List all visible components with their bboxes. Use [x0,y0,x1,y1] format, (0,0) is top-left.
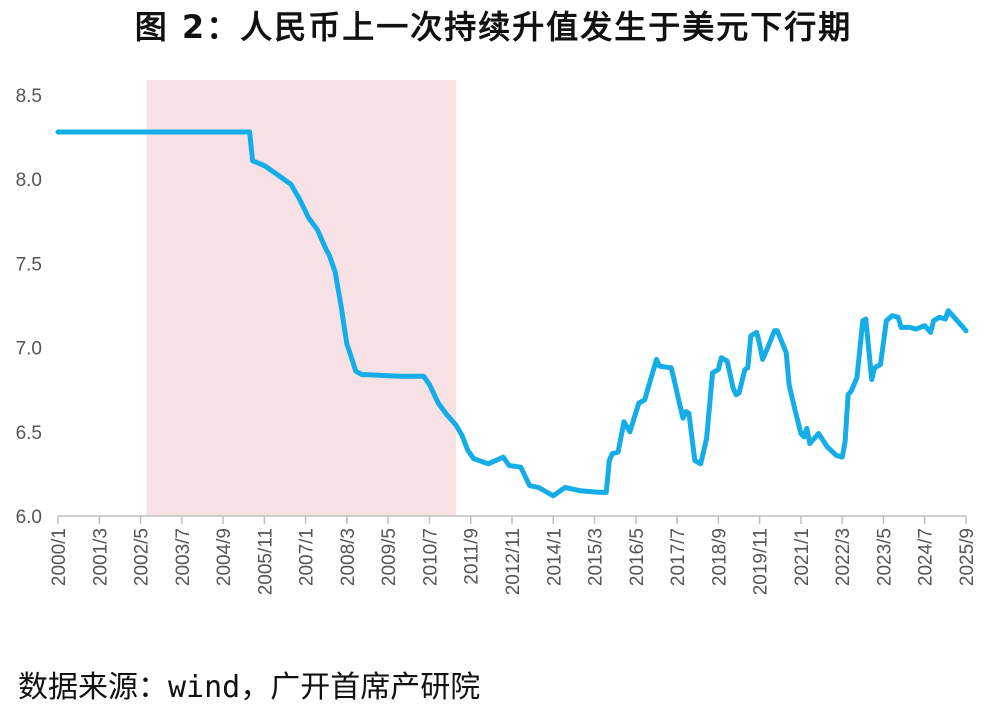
x-tick-label: 2012/11 [503,528,524,595]
x-tick-label: 2008/3 [338,528,359,586]
x-tick-label: 2016/5 [627,528,648,586]
x-tick-label: 2025/9 [957,528,978,586]
y-tick-label: 6.0 [16,507,42,528]
y-tick-label: 8.0 [16,170,42,191]
x-tick-label: 2022/3 [833,528,854,586]
x-tick-label: 2018/9 [709,528,730,586]
x-tick-label: 2021/1 [792,528,813,586]
x-tick-label: 2011/9 [462,528,483,585]
source-note: 数据来源：wind，广开首席产研院 [18,670,481,705]
x-tick-label: 2003/7 [173,528,194,586]
x-tick-label: 2015/3 [586,528,607,586]
x-tick-label: 2007/1 [297,528,318,586]
x-tick-label: 2024/7 [916,528,937,586]
usdcny-series-line [55,129,969,499]
y-tick-label: 6.5 [16,423,42,444]
shaded-region [146,80,456,516]
chart-title: 图 2：人民币上一次持续升值发生于美元下行期 [134,8,853,46]
x-tick-label: 2017/7 [668,528,689,586]
x-tick-label: 2009/5 [379,528,400,586]
y-tick-label: 7.0 [16,339,42,360]
x-tick-label: 2010/7 [420,528,441,586]
x-tick-label: 2005/11 [255,528,276,595]
x-tick-label: 2004/9 [214,528,235,586]
x-tick-label: 2023/5 [874,528,895,586]
x-tick-label: 2002/5 [132,528,153,586]
x-tick-label: 2019/11 [751,528,772,595]
y-tick-label: 8.5 [16,86,42,107]
x-tick-label: 2001/3 [90,528,111,586]
y-tick-label: 7.5 [16,254,42,275]
x-tick-label: 2000/1 [49,528,70,586]
x-tick-label: 2014/1 [544,528,565,586]
